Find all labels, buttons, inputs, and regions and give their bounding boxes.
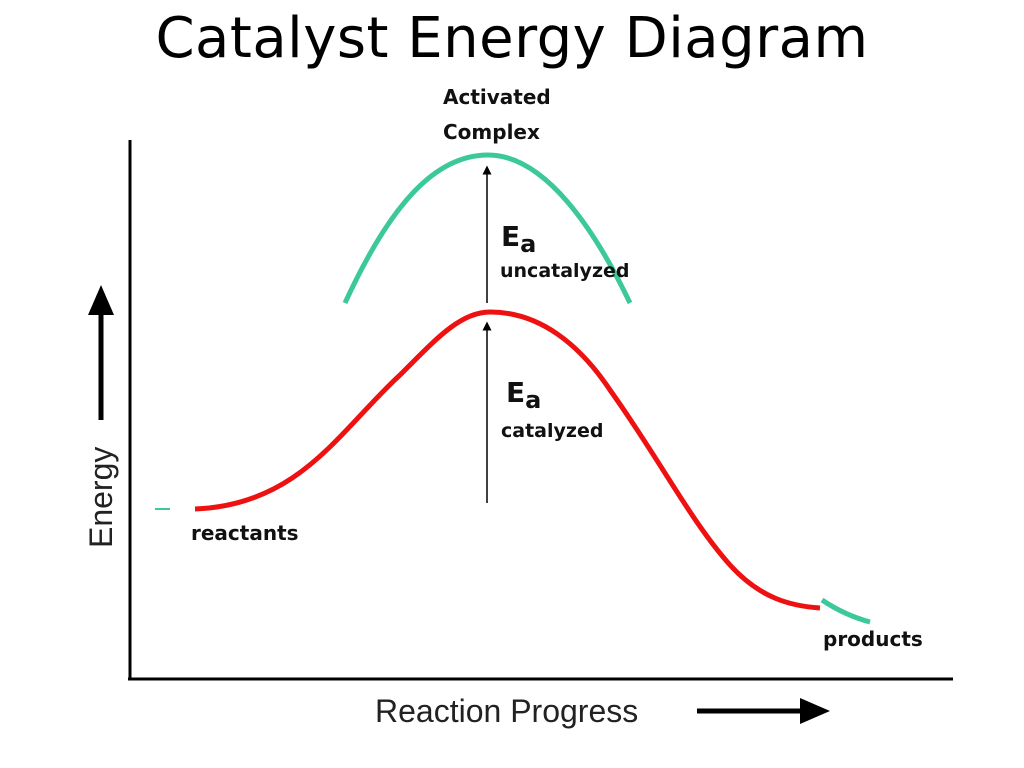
reaction-progress-axis-label: Reaction Progress bbox=[375, 693, 638, 729]
ea-catalyzed-subscript: a bbox=[525, 386, 541, 414]
diagram-title: Catalyst Energy Diagram bbox=[155, 6, 869, 71]
energy-axis-label: Energy bbox=[83, 447, 119, 548]
ea-catalyzed-e: E bbox=[506, 376, 525, 409]
activated-complex-label-line2: Complex bbox=[443, 120, 540, 144]
reactants-label: reactants bbox=[191, 521, 299, 545]
uncatalyzed-curve-products-end bbox=[820, 597, 871, 625]
uncatalyzed-curve bbox=[342, 152, 633, 305]
ea-uncatalyzed-symbol: Ea bbox=[501, 220, 536, 258]
activated-complex-label-line1: Activated bbox=[443, 85, 551, 109]
ea-uncatalyzed-label: uncatalyzed bbox=[500, 260, 629, 282]
catalyzed-curve bbox=[194, 309, 821, 611]
ea-catalyzed-label: catalyzed bbox=[501, 420, 603, 442]
ea-uncatalyzed-subscript: a bbox=[520, 230, 536, 258]
ea-catalyzed-symbol: Ea bbox=[506, 376, 541, 414]
ea-uncatalyzed-e: E bbox=[501, 220, 520, 253]
products-label: products bbox=[823, 627, 923, 651]
energy-axis-arrowhead bbox=[88, 285, 114, 315]
progress-axis-arrowhead bbox=[800, 698, 830, 724]
